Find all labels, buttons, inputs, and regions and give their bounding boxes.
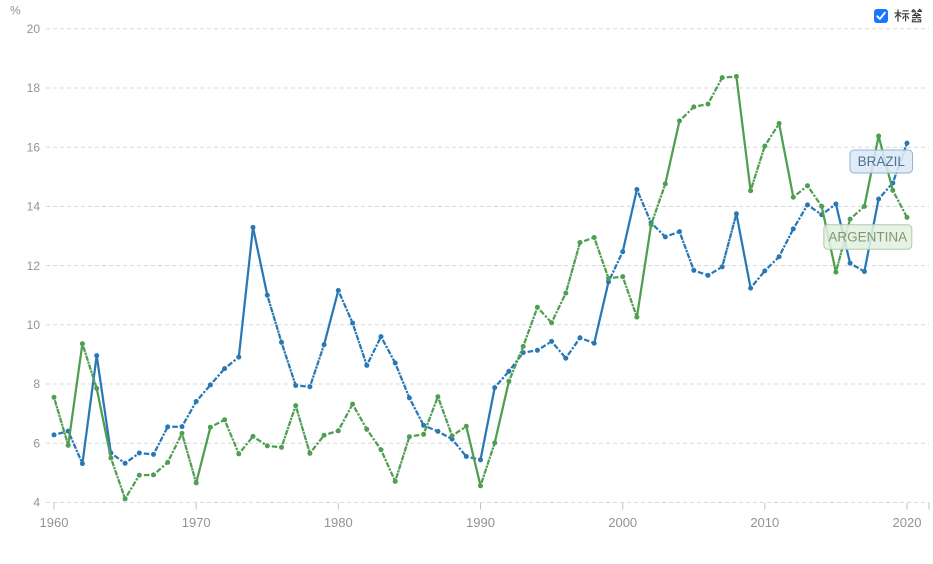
- svg-text:ARGENTINA: ARGENTINA: [828, 230, 907, 245]
- svg-text:2020: 2020: [893, 515, 922, 530]
- svg-text:6: 6: [33, 436, 40, 450]
- svg-text:BRAZIL: BRAZIL: [858, 154, 906, 169]
- svg-text:4: 4: [33, 496, 40, 510]
- svg-text:1960: 1960: [40, 515, 69, 530]
- svg-text:%: %: [10, 4, 21, 18]
- svg-text:8: 8: [33, 377, 40, 391]
- svg-text:10: 10: [27, 318, 41, 332]
- svg-text:1980: 1980: [324, 515, 353, 530]
- svg-text:1990: 1990: [466, 515, 495, 530]
- svg-text:1970: 1970: [182, 515, 211, 530]
- svg-text:2000: 2000: [608, 515, 637, 530]
- svg-text:16: 16: [27, 140, 41, 154]
- svg-text:18: 18: [27, 81, 41, 95]
- svg-text:12: 12: [27, 259, 41, 273]
- svg-text:2010: 2010: [750, 515, 779, 530]
- svg-text:20: 20: [27, 22, 41, 36]
- svg-text:14: 14: [27, 200, 41, 214]
